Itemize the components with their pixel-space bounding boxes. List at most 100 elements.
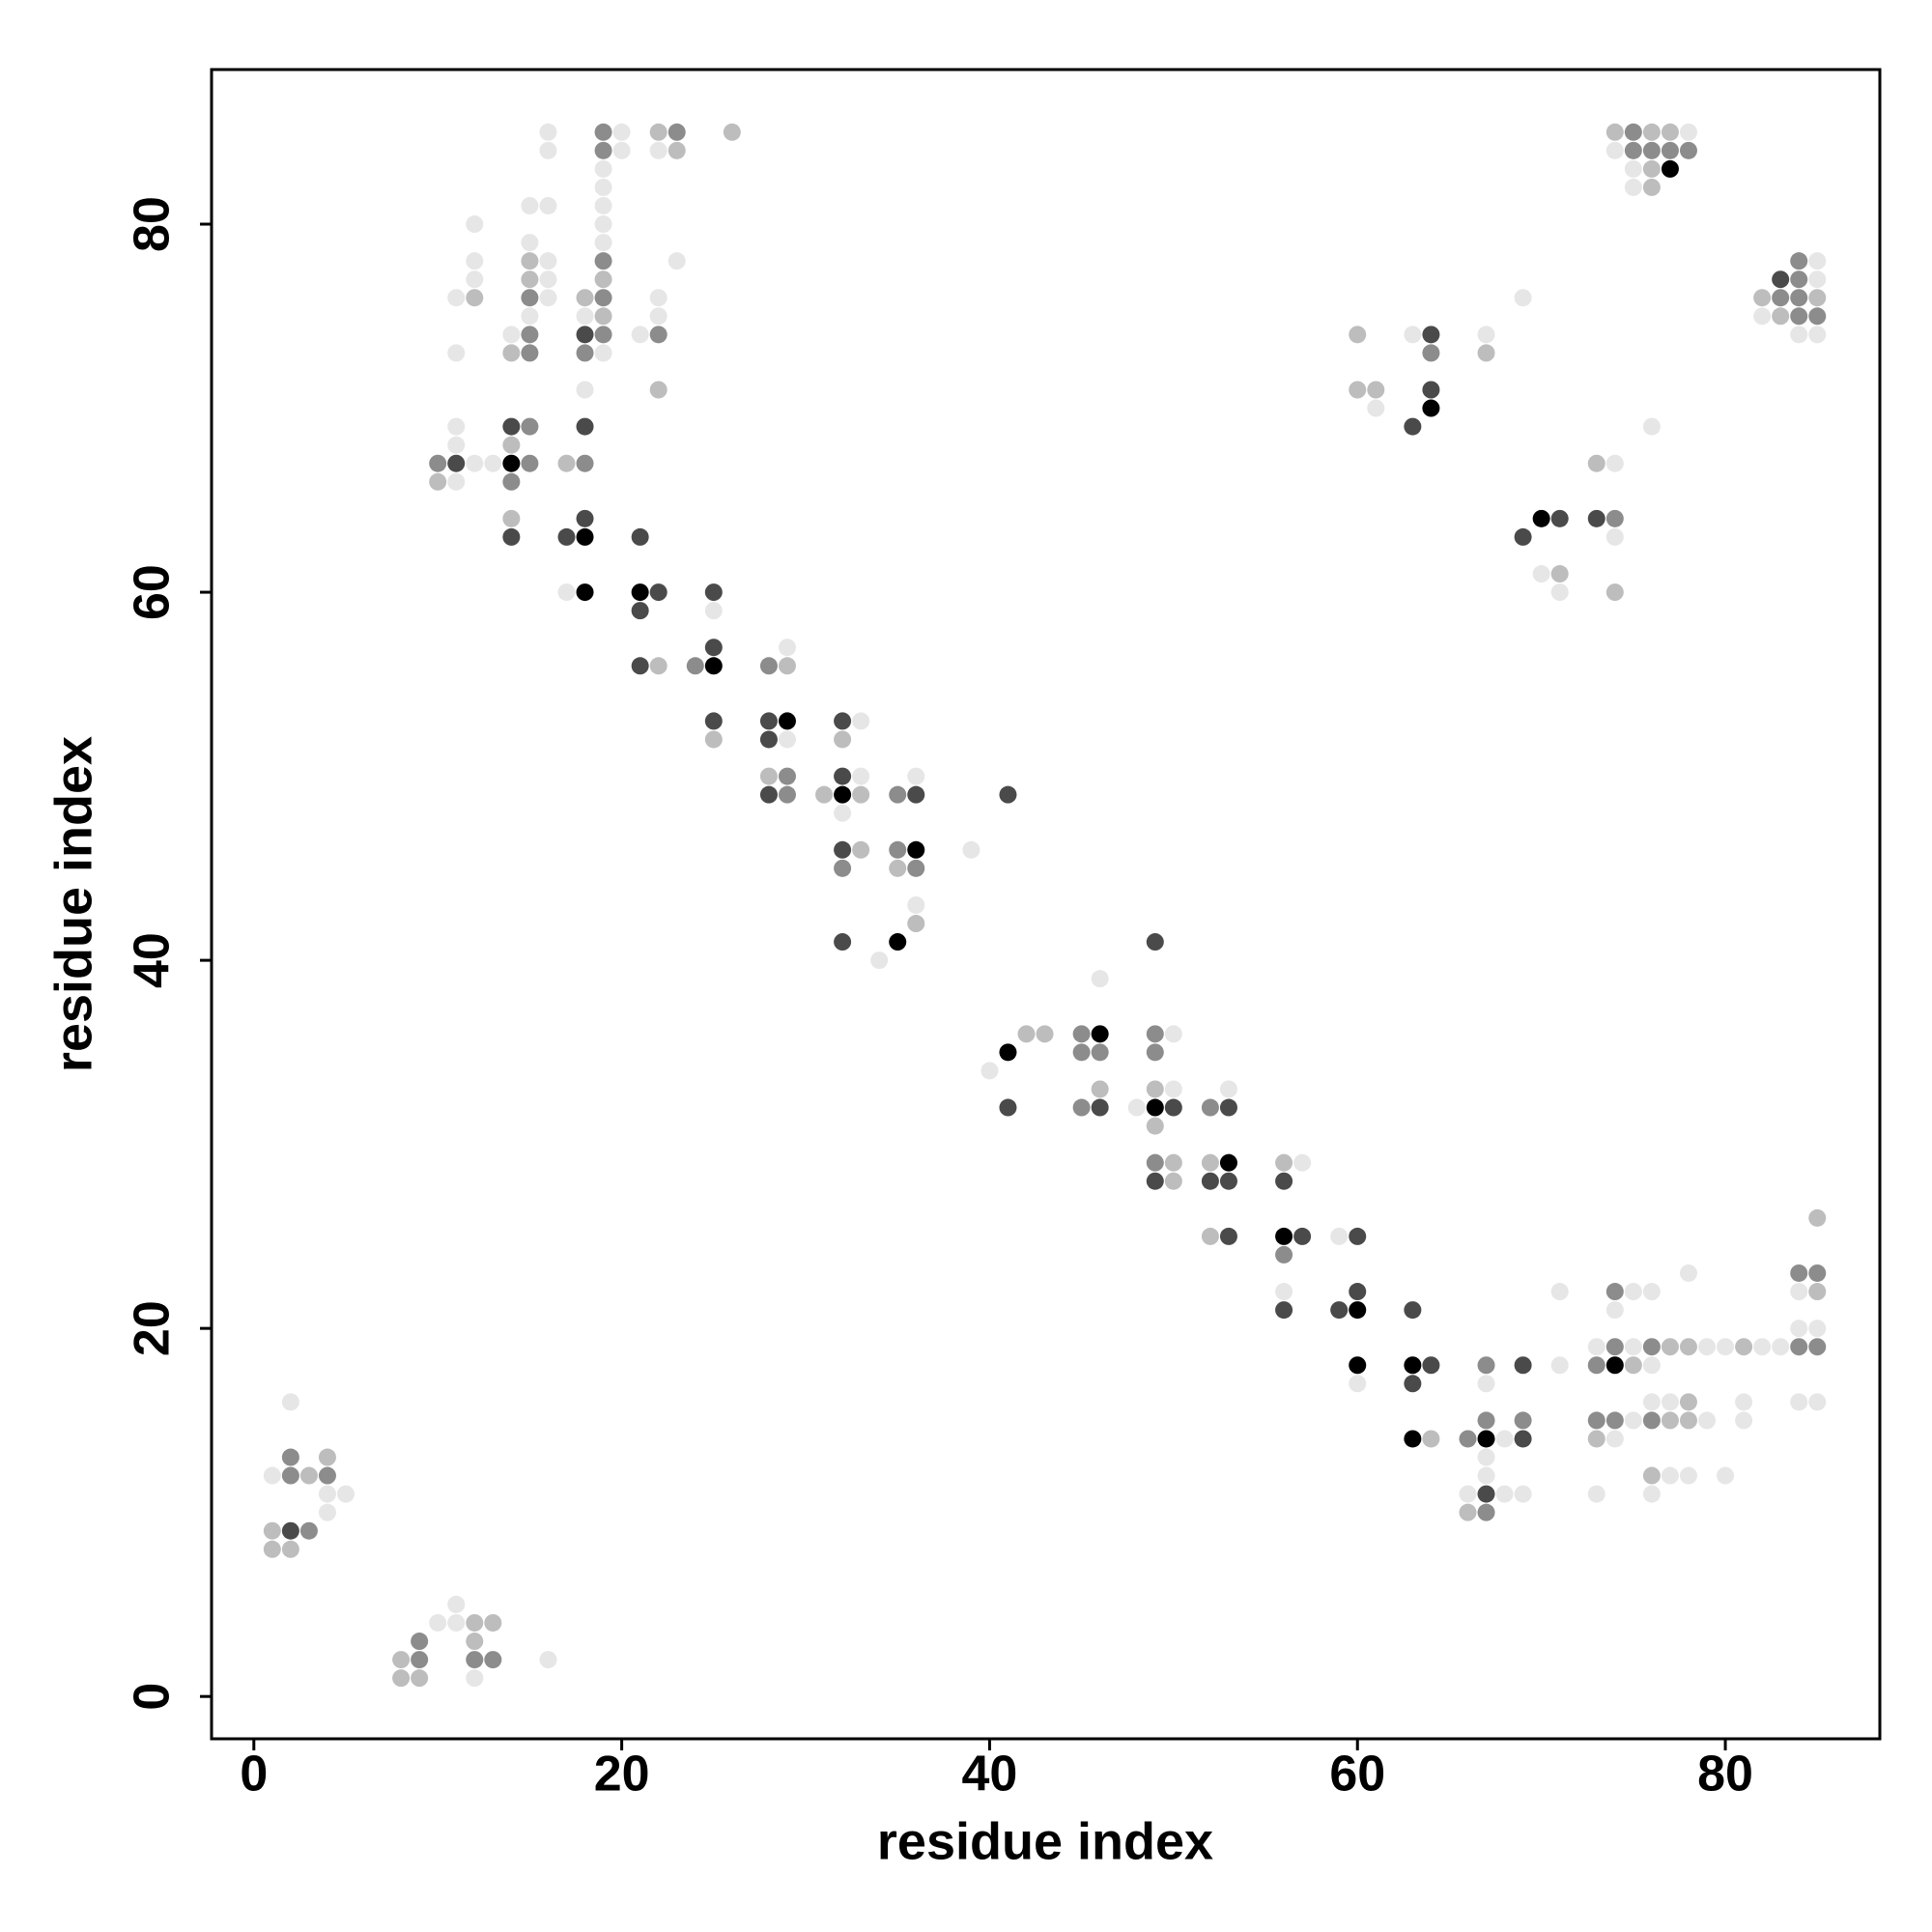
contact-point	[576, 326, 594, 344]
contact-point	[889, 933, 907, 952]
contact-point	[631, 326, 649, 344]
contact-point	[1642, 123, 1661, 141]
contact-point	[1808, 326, 1827, 344]
contact-point	[1404, 417, 1422, 436]
contact-point	[1735, 1411, 1753, 1430]
contact-point	[1661, 123, 1679, 141]
contact-point	[631, 657, 649, 675]
contact-point	[1146, 1117, 1164, 1135]
contact-point	[1146, 1098, 1164, 1117]
contact-point	[1808, 270, 1827, 289]
contact-point	[852, 712, 870, 730]
contact-point	[1275, 1245, 1293, 1264]
contact-point	[1790, 1338, 1808, 1356]
contact-point	[649, 307, 668, 326]
contact-point	[1698, 1411, 1717, 1430]
contact-point	[1459, 1430, 1477, 1448]
contact-point	[704, 602, 723, 620]
contact-point	[980, 1062, 999, 1080]
contact-point	[704, 639, 723, 657]
contact-point	[1790, 1393, 1808, 1411]
contact-point	[1404, 1301, 1422, 1320]
contact-point	[1514, 1356, 1532, 1375]
contact-point	[1477, 1448, 1495, 1466]
contact-point	[1495, 1485, 1514, 1503]
contact-point	[466, 252, 484, 270]
contact-point	[834, 767, 852, 785]
contact-point	[539, 289, 557, 307]
contact-point	[263, 1466, 281, 1485]
contact-point	[1422, 344, 1440, 362]
contact-point	[649, 141, 668, 159]
contact-point	[1661, 1466, 1679, 1485]
contact-point	[576, 583, 594, 602]
contact-point	[1642, 1356, 1661, 1375]
contact-point	[594, 289, 612, 307]
contact-point	[1072, 1043, 1091, 1062]
contact-point	[1587, 454, 1605, 472]
contact-point	[668, 123, 686, 141]
contact-point	[1036, 1025, 1054, 1043]
contact-point	[594, 252, 612, 270]
contact-point	[1679, 1466, 1697, 1485]
contact-point	[1790, 1283, 1808, 1301]
contact-point	[521, 454, 539, 472]
contact-point	[1477, 1375, 1495, 1393]
contact-point	[1717, 1466, 1735, 1485]
contact-point	[889, 840, 907, 859]
plot-area	[263, 123, 1827, 1688]
contact-point	[1790, 252, 1808, 270]
contact-point	[1642, 417, 1661, 436]
contact-point	[1201, 1172, 1219, 1190]
contact-point	[1514, 289, 1532, 307]
contact-point	[759, 712, 778, 730]
contact-point	[594, 196, 612, 214]
contact-point	[1808, 307, 1827, 326]
contact-point	[392, 1651, 411, 1669]
contact-point	[502, 436, 521, 454]
contact-point	[429, 472, 447, 491]
contact-point	[281, 1521, 299, 1540]
contact-point	[1661, 1411, 1679, 1430]
contact-point	[576, 527, 594, 546]
contact-point	[557, 583, 576, 602]
contact-point	[907, 767, 925, 785]
contact-point	[1201, 1098, 1219, 1117]
contact-point	[1164, 1080, 1182, 1098]
contact-point	[1017, 1025, 1036, 1043]
contact-point	[576, 381, 594, 399]
contact-point	[521, 252, 539, 270]
contact-point	[1790, 307, 1808, 326]
contact-point	[1349, 1301, 1367, 1320]
contact-point	[1275, 1153, 1293, 1172]
contact-point	[889, 785, 907, 804]
contact-point	[1477, 1503, 1495, 1521]
contact-point	[466, 270, 484, 289]
contact-point	[447, 1613, 466, 1632]
x-tick-label: 80	[1697, 1747, 1753, 1803]
contact-point	[1146, 1172, 1164, 1190]
contact-point	[1514, 1411, 1532, 1430]
contact-point	[263, 1540, 281, 1558]
contact-point	[1404, 1430, 1422, 1448]
contact-point	[594, 159, 612, 178]
contact-point	[1624, 178, 1642, 196]
contact-point	[318, 1466, 336, 1485]
contact-point	[631, 602, 649, 620]
contact-point	[318, 1485, 336, 1503]
contact-point	[539, 270, 557, 289]
contact-point	[1330, 1227, 1349, 1245]
contact-point	[612, 141, 631, 159]
contact-point	[447, 1595, 466, 1613]
contact-point	[1624, 1411, 1642, 1430]
contact-point	[502, 326, 521, 344]
contact-point	[815, 785, 834, 804]
contact-point	[1605, 1338, 1624, 1356]
contact-point	[1091, 970, 1109, 988]
contact-point	[649, 326, 668, 344]
contact-point	[1661, 141, 1679, 159]
contact-point	[1661, 159, 1679, 178]
contact-point	[907, 895, 925, 914]
contact-point	[1735, 1338, 1753, 1356]
contact-point	[1275, 1172, 1293, 1190]
